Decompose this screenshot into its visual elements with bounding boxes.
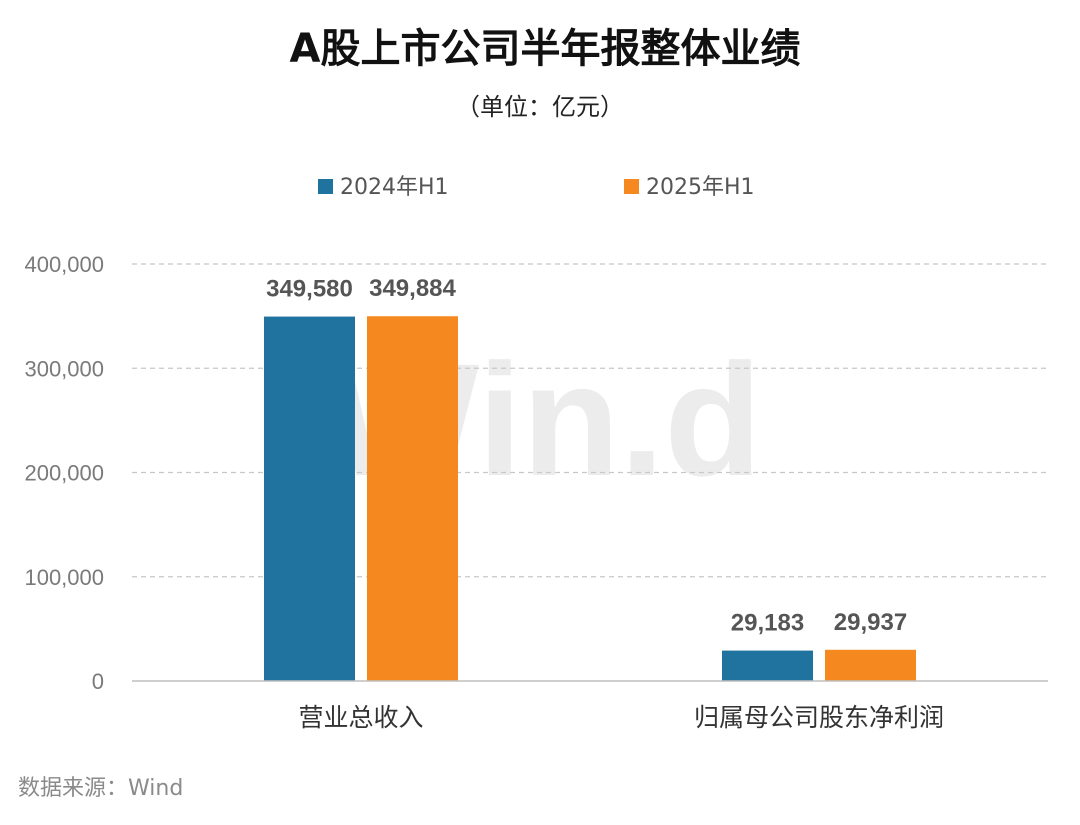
x-category-label: 归属母公司股东净利润	[694, 703, 944, 732]
legend-swatch-2025	[624, 179, 639, 194]
x-category-label: 营业总收入	[298, 703, 423, 732]
legend-label-2025: 2025年H1	[646, 175, 755, 200]
y-tick-label: 300,000	[24, 356, 104, 381]
y-tick-label: 100,000	[24, 565, 104, 590]
y-tick-label: 400,000	[24, 252, 104, 277]
x-axis: 营业总收入 归属母公司股东净利润	[132, 680, 1048, 732]
chart-title: A股上市公司半年报整体业绩	[290, 26, 801, 72]
y-tick-label: 200,000	[24, 461, 104, 486]
data-label: 349,580	[266, 276, 353, 303]
bar-2025-1	[825, 649, 916, 681]
data-label: 29,937	[834, 609, 907, 636]
legend-label-2024: 2024年H1	[340, 175, 449, 200]
source-note: 数据来源：Wind	[18, 776, 183, 801]
bar-2025-0	[367, 316, 458, 681]
data-label: 349,884	[369, 275, 456, 302]
chart-subtitle: （单位：亿元）	[456, 93, 624, 121]
y-axis: 0 100,000 200,000 300,000 400,000	[24, 252, 104, 694]
bars: 349,580 349,884 29,183 29,937	[264, 275, 916, 681]
bar-2024-1	[722, 650, 813, 681]
legend: 2024年H1 2025年H1	[318, 175, 755, 200]
legend-swatch-2024	[318, 179, 333, 194]
bar-2024-0	[264, 316, 355, 681]
y-tick-label: 0	[92, 669, 104, 694]
data-label: 29,183	[731, 610, 804, 637]
